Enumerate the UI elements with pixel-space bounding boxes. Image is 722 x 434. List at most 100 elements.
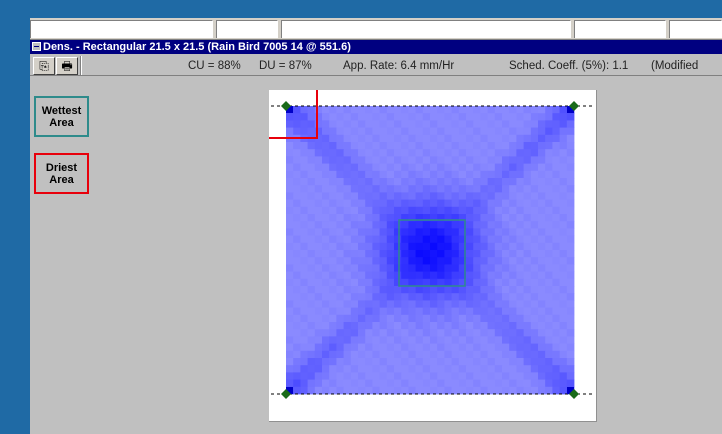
density-cell	[416, 243, 424, 251]
density-cell	[531, 300, 539, 308]
top-field-3[interactable]	[281, 20, 571, 38]
density-cell	[315, 380, 323, 388]
density-cell	[560, 365, 568, 373]
density-cell	[336, 156, 344, 164]
density-cell	[444, 221, 452, 229]
density-cell	[336, 329, 344, 337]
wettest-area-button[interactable]: Wettest Area	[34, 96, 89, 137]
density-cell	[495, 135, 503, 143]
density-cell	[293, 185, 301, 193]
density-cell	[416, 358, 424, 366]
density-cell	[552, 286, 560, 294]
density-cell	[502, 308, 510, 316]
density-cell	[336, 149, 344, 157]
density-cell	[300, 380, 308, 388]
density-cell	[567, 142, 575, 150]
density-cell	[423, 106, 431, 114]
top-field-1[interactable]	[30, 20, 213, 38]
density-cell	[372, 308, 380, 316]
driest-area-button[interactable]: Driest Area	[34, 153, 89, 194]
density-cell	[516, 387, 524, 395]
density-cell	[545, 135, 553, 143]
density-cell	[380, 236, 388, 244]
density-cell	[545, 308, 553, 316]
top-field-2[interactable]	[216, 20, 278, 38]
density-cell	[336, 207, 344, 215]
density-cell	[344, 135, 352, 143]
density-cell	[286, 286, 294, 294]
density-cell	[322, 308, 330, 316]
density-cell	[516, 293, 524, 301]
density-cell	[416, 293, 424, 301]
density-cell	[545, 149, 553, 157]
density-cell	[344, 279, 352, 287]
density-cell	[401, 250, 409, 258]
density-cell	[459, 178, 467, 186]
density-cell	[437, 358, 445, 366]
density-cell	[552, 214, 560, 222]
density-cell	[430, 120, 438, 128]
density-cell	[430, 358, 438, 366]
density-cell	[308, 113, 316, 121]
top-field-5[interactable]	[669, 20, 722, 38]
density-cell	[372, 272, 380, 280]
density-cell	[344, 171, 352, 179]
print-button[interactable]: 🖶	[56, 57, 78, 75]
density-cell	[502, 329, 510, 337]
density-cell	[452, 380, 460, 388]
density-cell	[509, 113, 517, 121]
density-cell	[545, 272, 553, 280]
density-cell	[358, 113, 366, 121]
density-cell	[344, 185, 352, 193]
density-cell	[308, 178, 316, 186]
density-cell	[387, 351, 395, 359]
density-cell	[560, 135, 568, 143]
density-cell	[430, 344, 438, 352]
density-cell	[387, 228, 395, 236]
density-cell	[495, 228, 503, 236]
density-cell	[430, 387, 438, 395]
density-cell	[416, 351, 424, 359]
density-cell	[358, 178, 366, 186]
density-cell	[560, 308, 568, 316]
density-plot[interactable]	[269, 90, 597, 422]
density-cell	[444, 322, 452, 330]
density-cell	[444, 113, 452, 121]
density-cell	[516, 164, 524, 172]
density-cell	[437, 192, 445, 200]
density-cell	[552, 164, 560, 172]
density-cell	[365, 336, 373, 344]
density-cell	[473, 336, 481, 344]
density-cell	[387, 214, 395, 222]
copy-button[interactable]: ⎘	[33, 57, 55, 75]
window-titlebar[interactable]: Dens. - Rectangular 21.5 x 21.5 (Rain Bi…	[30, 40, 722, 54]
density-cell	[293, 156, 301, 164]
density-cell	[509, 272, 517, 280]
density-cell	[444, 336, 452, 344]
density-cell	[322, 380, 330, 388]
density-cell	[466, 120, 474, 128]
density-cell	[560, 171, 568, 179]
density-cell	[300, 128, 308, 136]
density-cell	[358, 279, 366, 287]
density-cell	[502, 135, 510, 143]
window-system-icon[interactable]	[32, 42, 41, 51]
density-cell	[416, 106, 424, 114]
density-cell	[538, 214, 546, 222]
density-cell	[480, 315, 488, 323]
density-cell	[372, 221, 380, 229]
density-cell	[308, 322, 316, 330]
density-cell	[408, 185, 416, 193]
density-cell	[567, 214, 575, 222]
density-cell	[488, 200, 496, 208]
density-cell	[480, 322, 488, 330]
density-cell	[437, 113, 445, 121]
density-cell	[538, 257, 546, 265]
density-cell	[293, 257, 301, 265]
density-cell	[552, 372, 560, 380]
density-cell	[351, 279, 359, 287]
top-field-4[interactable]	[574, 20, 666, 38]
density-cell	[329, 120, 337, 128]
density-cell	[473, 156, 481, 164]
density-cell	[315, 322, 323, 330]
